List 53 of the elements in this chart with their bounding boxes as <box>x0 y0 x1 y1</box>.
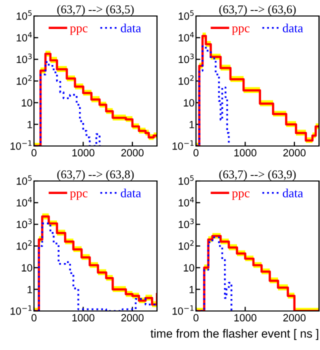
x-tick-label: 2000 <box>283 314 306 322</box>
y-tick-label: 10$^{3}$ <box>178 218 194 228</box>
x-tick-label: 0 <box>194 149 198 156</box>
y-tick-label: 10$^{−1}$ <box>10 305 32 315</box>
x-tick-label: 1000 <box>72 314 94 322</box>
x-tick-label: 1000 <box>234 314 256 322</box>
y-tick-label: 1 <box>190 286 194 294</box>
y-tick-label: 10 <box>184 99 194 107</box>
y-tick-label: 10$^{4}$ <box>178 32 194 42</box>
chart-title: (63,7) --> (63,5) <box>57 5 134 16</box>
legend-label: data <box>282 188 304 198</box>
y-tick-label: 10 <box>184 264 194 272</box>
y-tick-label: 10$^{3}$ <box>16 54 32 64</box>
legend-label: ppc <box>70 191 88 200</box>
chart-title: (63,7) --> (63,6) <box>219 5 296 16</box>
y-tick-label: 10$^{2}$ <box>178 75 194 85</box>
y-tick-label: 10$^{−1}$ <box>10 140 32 150</box>
x-tick-label: 0 <box>194 314 198 322</box>
x-tick-label: 2000 <box>121 149 144 156</box>
y-tick-label: 10$^{2}$ <box>16 240 32 250</box>
chart-title: (63,7) --> (63,8) <box>57 170 134 181</box>
y-tick-label: 1 <box>190 120 194 128</box>
legend-label: ppc <box>70 26 88 35</box>
y-tick-label: 1 <box>28 286 32 294</box>
y-tick-label: 10$^{5}$ <box>16 10 32 20</box>
y-tick-label: 10$^{5}$ <box>178 175 194 185</box>
x-tick-label: 1000 <box>72 149 94 156</box>
series-label: ppc <box>232 26 250 35</box>
y-tick-label: 10$^{2}$ <box>178 240 194 250</box>
y-tick-label: 10$^{5}$ <box>16 175 32 185</box>
y-tick-label: 10 <box>22 264 32 272</box>
y-tick-label: 10$^{4}$ <box>16 197 32 206</box>
legend-label: data <box>120 188 142 198</box>
y-tick-label: 10 <box>22 99 32 107</box>
x-tick-label: 2000 <box>283 149 306 156</box>
x-tick-label: 2000 <box>121 314 144 322</box>
y-tick-label: 10$^{3}$ <box>16 218 32 228</box>
legend-label: data <box>120 24 142 32</box>
y-tick-label: 10$^{−1}$ <box>172 140 194 150</box>
x-tick-label: 0 <box>32 314 36 322</box>
x-axis-title: time from the flasher event [ ns ] <box>150 329 318 340</box>
x-tick-label: 0 <box>32 149 36 156</box>
y-tick-label: 10$^{2}$ <box>16 75 32 85</box>
text: ppc <box>232 191 250 200</box>
y-tick-label: 10$^{3}$ <box>178 54 194 64</box>
y-tick-label: 1 <box>28 120 32 128</box>
y-tick-label: 10$^{4}$ <box>16 32 32 42</box>
chart-title: (63,7) --> (63,9) <box>219 170 296 181</box>
y-tick-label: 10$^{4}$ <box>178 197 194 206</box>
legend-label: data <box>282 24 304 32</box>
y-tick-label: 10$^{−1}$ <box>172 305 194 315</box>
x-tick-label: 1000 <box>234 149 256 156</box>
y-tick-label: 10$^{5}$ <box>178 10 194 20</box>
